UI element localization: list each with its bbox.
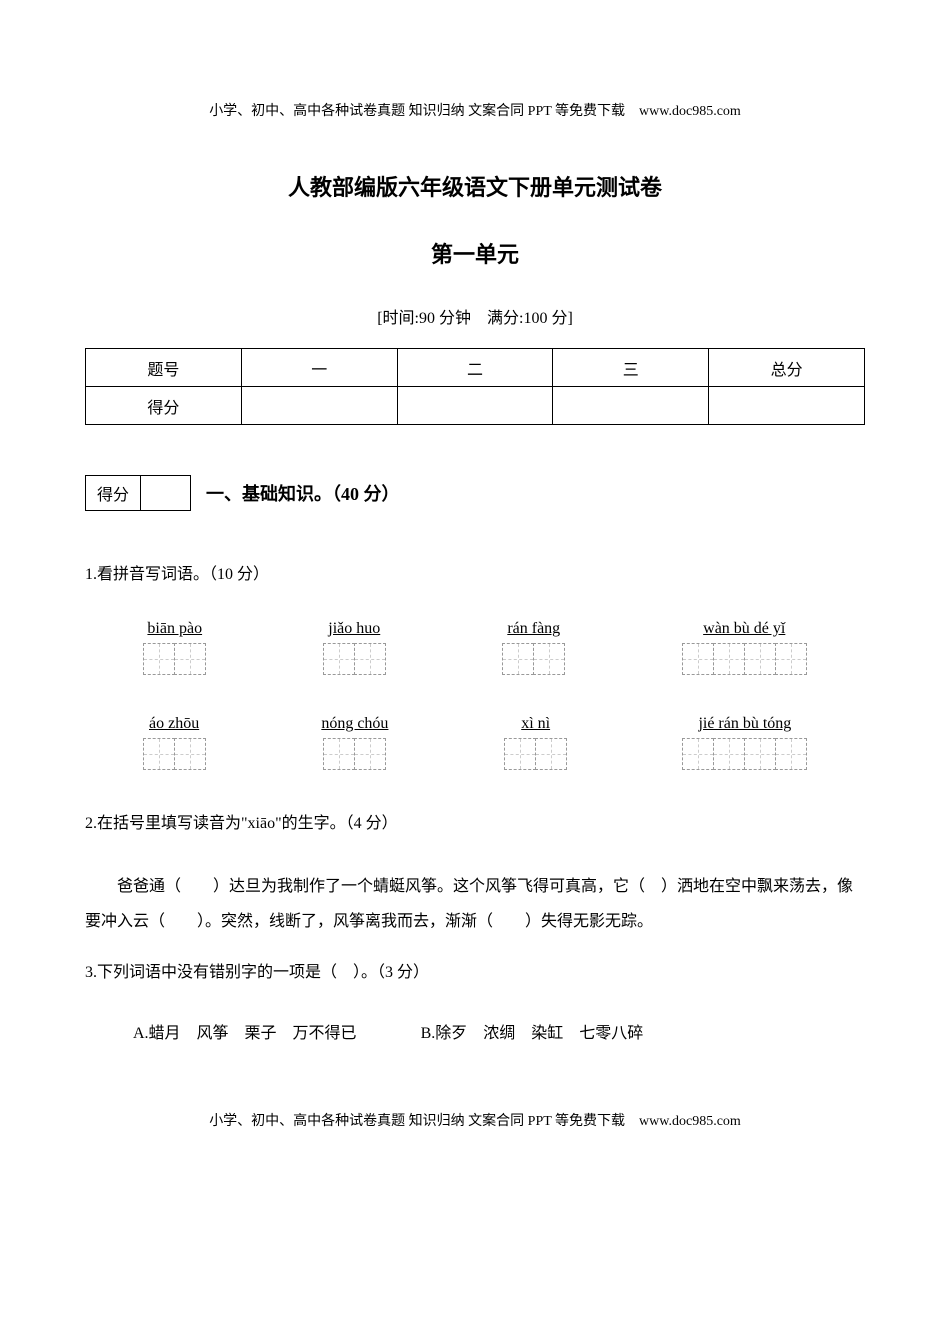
subtitle: 第一单元 bbox=[85, 237, 865, 269]
table-cell bbox=[397, 387, 553, 425]
table-header-cell: 题号 bbox=[86, 349, 242, 387]
char-box bbox=[323, 643, 355, 675]
char-box bbox=[713, 643, 745, 675]
section-title: 一、基础知识。（40 分） bbox=[206, 480, 400, 506]
pinyin-text: jié rán bù tóng bbox=[683, 715, 807, 733]
question-text: 1.看拼音写词语。（10 分） bbox=[85, 566, 269, 583]
char-boxes bbox=[682, 643, 806, 675]
question-1: 1.看拼音写词语。（10 分） bbox=[85, 561, 865, 590]
table-cell bbox=[241, 387, 397, 425]
char-boxes bbox=[321, 738, 388, 770]
char-box bbox=[323, 738, 355, 770]
pinyin-row-2: áo zhōu nóng chóu xì nì jié rán bù tóng bbox=[85, 715, 865, 770]
pinyin-row-1: biān pào jiǎo huo rán fàng wàn bù dé yǐ bbox=[85, 620, 865, 675]
score-box-value bbox=[141, 476, 191, 511]
char-boxes bbox=[505, 738, 567, 770]
question-2-body: 爸爸通（ ）达旦为我制作了一个蜻蜓风筝。这个风筝飞得可真高，它（ ）洒地在空中飘… bbox=[85, 869, 865, 939]
table-cell: 得分 bbox=[86, 387, 242, 425]
char-box bbox=[354, 643, 386, 675]
char-box bbox=[775, 738, 807, 770]
pinyin-text: biān pào bbox=[144, 620, 206, 638]
pinyin-item: biān pào bbox=[144, 620, 206, 675]
pinyin-text: wàn bù dé yǐ bbox=[682, 620, 806, 638]
table-header-cell: 总分 bbox=[709, 349, 865, 387]
char-box bbox=[174, 738, 206, 770]
question-text: 2.在括号里填写读音为"xiāo"的生字。（4 分） bbox=[85, 815, 398, 832]
question-2: 2.在括号里填写读音为"xiāo"的生字。（4 分） bbox=[85, 810, 865, 839]
pinyin-item: rán fàng bbox=[503, 620, 565, 675]
pinyin-text: jiǎo huo bbox=[323, 620, 385, 638]
score-table: 题号 一 二 三 总分 得分 bbox=[85, 348, 865, 425]
char-box bbox=[744, 643, 776, 675]
char-box bbox=[713, 738, 745, 770]
pinyin-item: jiǎo huo bbox=[323, 620, 385, 675]
char-box bbox=[504, 738, 536, 770]
table-row: 得分 bbox=[86, 387, 865, 425]
option-a: A.蜡月 风筝 栗子 万不得已 bbox=[133, 1025, 357, 1042]
pinyin-item: áo zhōu bbox=[143, 715, 205, 770]
table-header-cell: 二 bbox=[397, 349, 553, 387]
page-title: 人教部编版六年级语文下册单元测试卷 bbox=[85, 170, 865, 202]
pinyin-item: nóng chóu bbox=[321, 715, 388, 770]
pinyin-text: xì nì bbox=[505, 715, 567, 733]
score-box: 得分 bbox=[85, 475, 191, 511]
char-box bbox=[744, 738, 776, 770]
char-box bbox=[143, 643, 175, 675]
char-box bbox=[354, 738, 386, 770]
char-box bbox=[535, 738, 567, 770]
section-header: 得分 一、基础知识。（40 分） bbox=[85, 475, 865, 511]
time-info: [时间:90 分钟 满分:100 分] bbox=[85, 304, 865, 328]
footer-text: 小学、初中、高中各种试卷真题 知识归纳 文案合同 PPT 等免费下载 www.d… bbox=[85, 1110, 865, 1130]
pinyin-item: wàn bù dé yǐ bbox=[682, 620, 806, 675]
pinyin-item: jié rán bù tóng bbox=[683, 715, 807, 770]
char-boxes bbox=[144, 643, 206, 675]
pinyin-item: xì nì bbox=[505, 715, 567, 770]
option-b: B.除歹 浓绸 染缸 七零八碎 bbox=[421, 1025, 644, 1042]
table-cell bbox=[553, 387, 709, 425]
question-text: 3.下列词语中没有错别字的一项是（ ）。（3 分） bbox=[85, 964, 429, 981]
question-3-options: A.蜡月 风筝 栗子 万不得已 B.除歹 浓绸 染缸 七零八碎 bbox=[85, 1018, 865, 1050]
table-row: 题号 一 二 三 总分 bbox=[86, 349, 865, 387]
char-boxes bbox=[503, 643, 565, 675]
char-box bbox=[174, 643, 206, 675]
char-box bbox=[682, 643, 714, 675]
pinyin-text: nóng chóu bbox=[321, 715, 388, 733]
char-boxes bbox=[683, 738, 807, 770]
table-cell bbox=[709, 387, 865, 425]
header-text: 小学、初中、高中各种试卷真题 知识归纳 文案合同 PPT 等免费下载 www.d… bbox=[85, 100, 865, 120]
char-box bbox=[533, 643, 565, 675]
char-box bbox=[682, 738, 714, 770]
char-box bbox=[775, 643, 807, 675]
char-box bbox=[502, 643, 534, 675]
score-box-label: 得分 bbox=[86, 476, 141, 511]
char-boxes bbox=[143, 738, 205, 770]
pinyin-text: áo zhōu bbox=[143, 715, 205, 733]
char-boxes bbox=[323, 643, 385, 675]
question-3: 3.下列词语中没有错别字的一项是（ ）。（3 分） bbox=[85, 959, 865, 988]
char-box bbox=[143, 738, 175, 770]
table-header-cell: 一 bbox=[241, 349, 397, 387]
table-header-cell: 三 bbox=[553, 349, 709, 387]
pinyin-text: rán fàng bbox=[503, 620, 565, 638]
